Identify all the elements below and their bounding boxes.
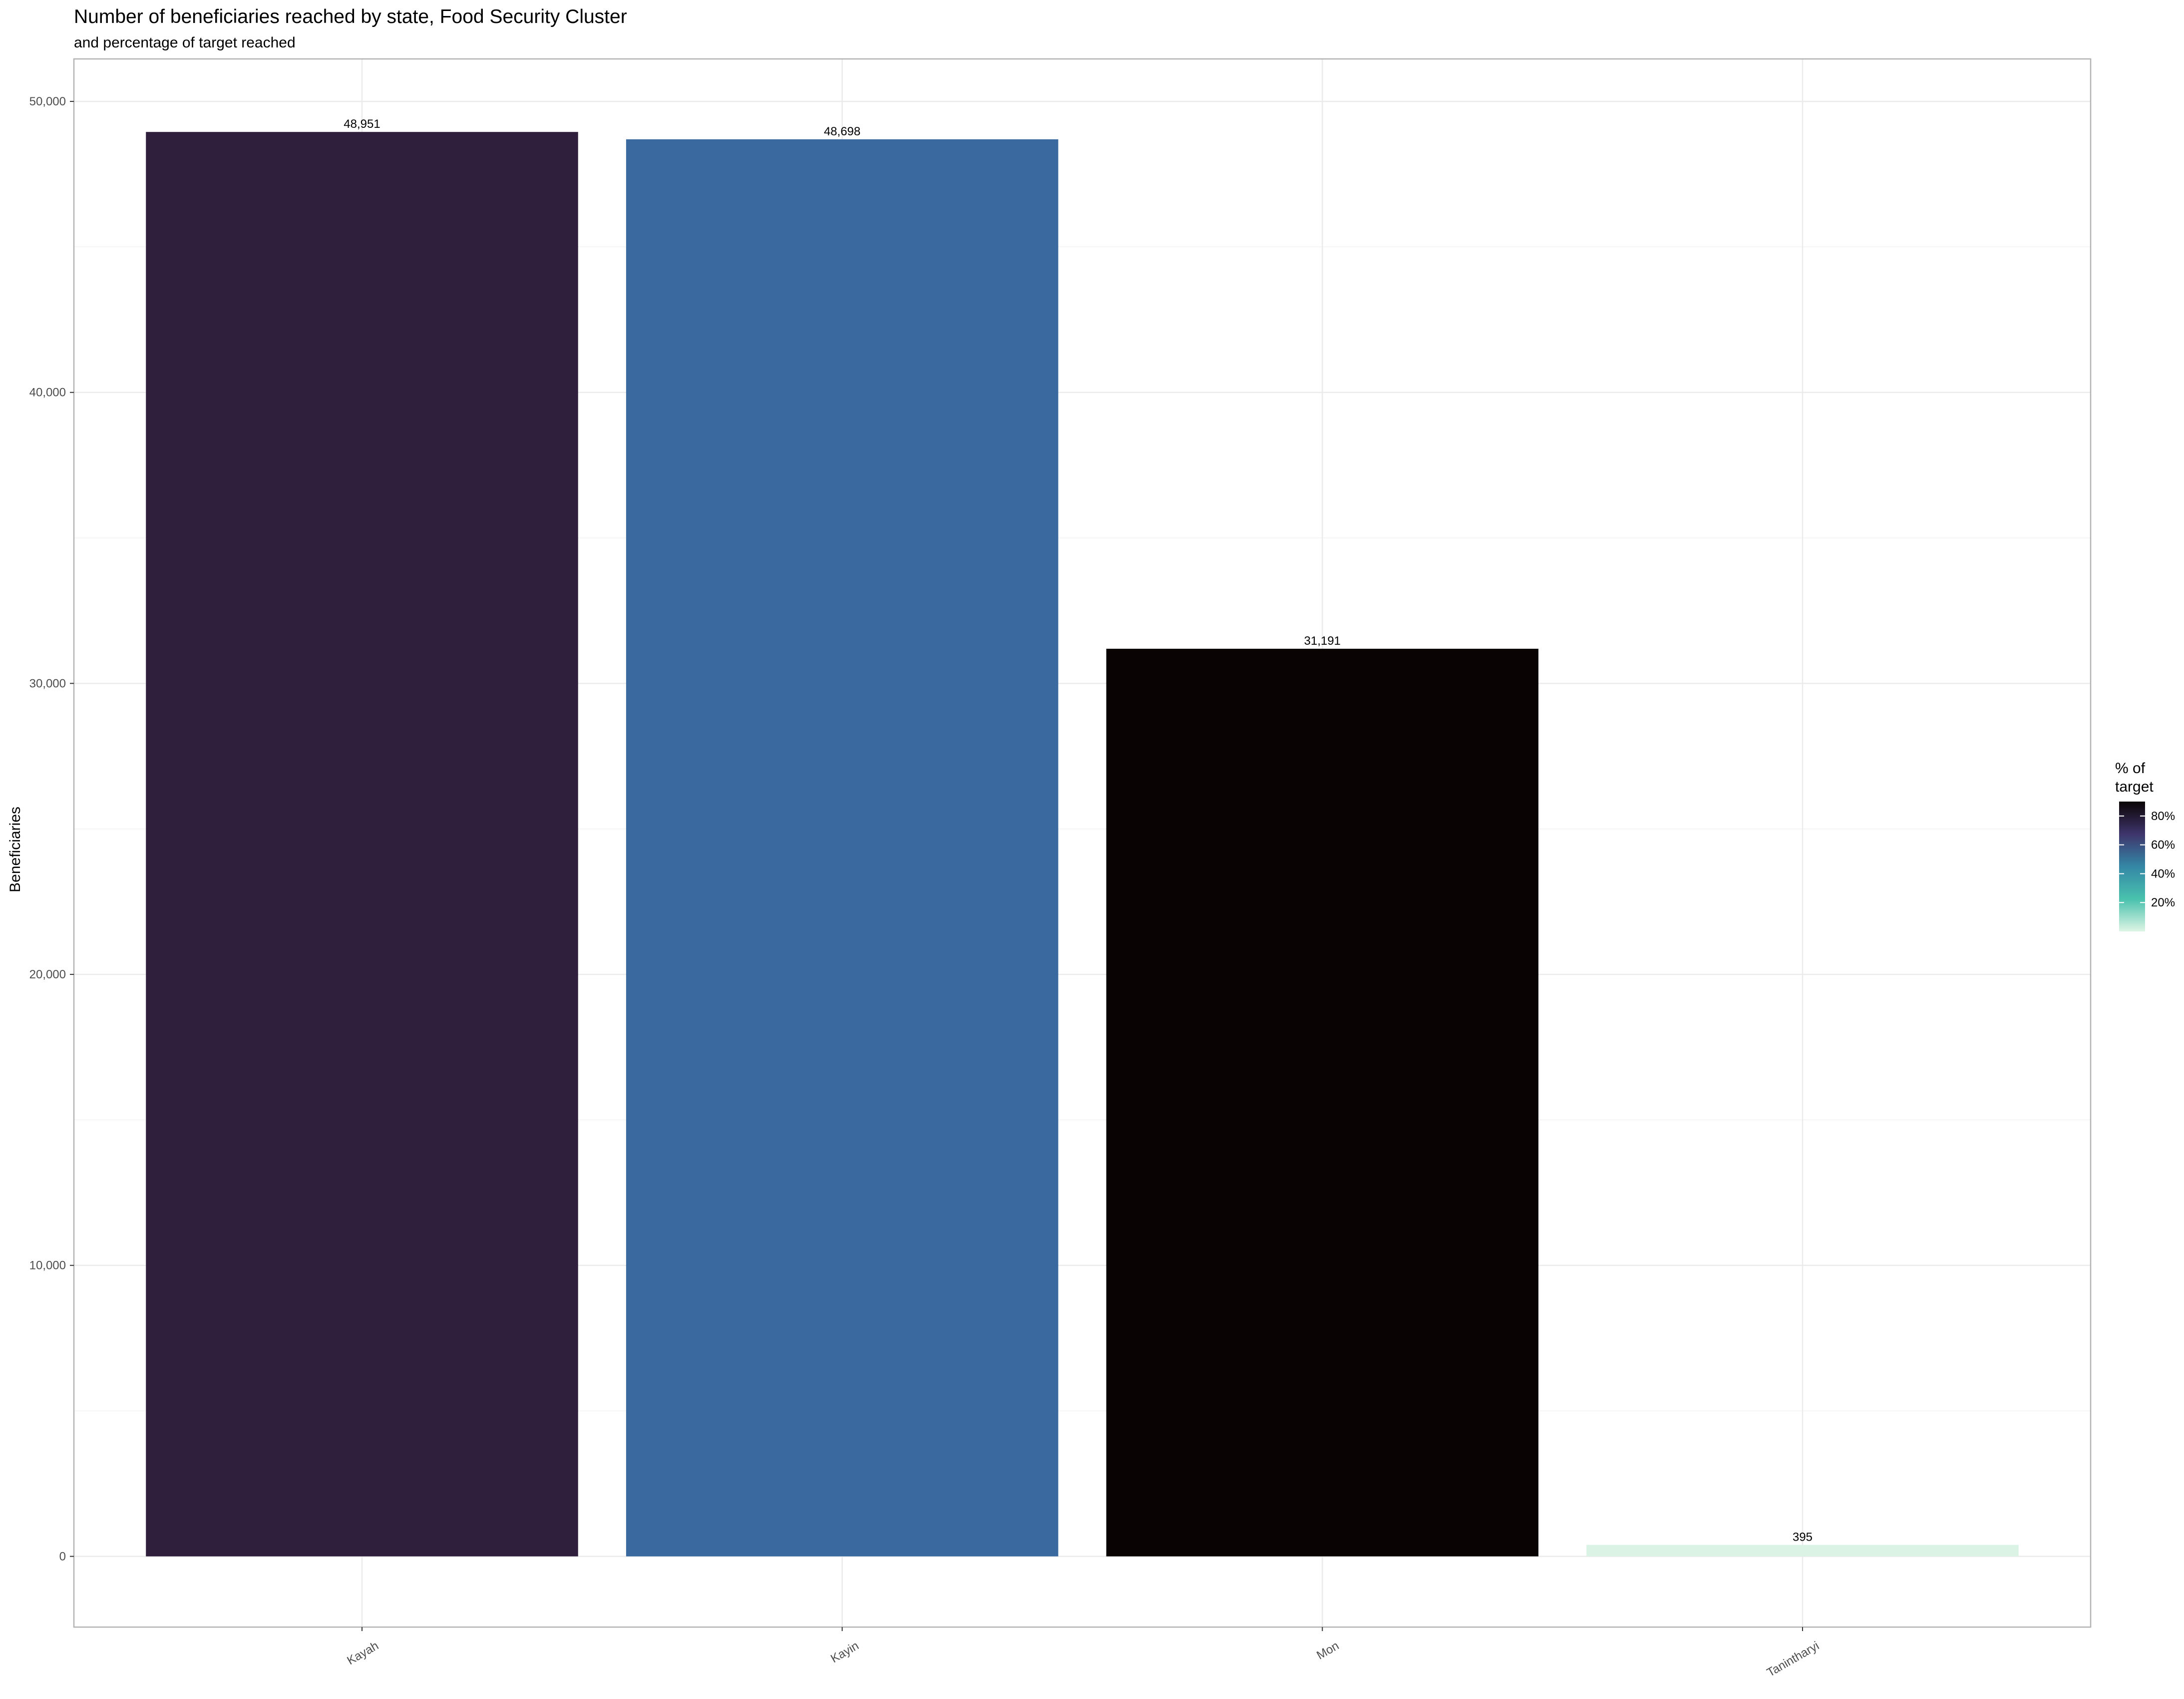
legend-title-line-1: % of	[2115, 760, 2146, 777]
legend-colorbar	[2119, 802, 2145, 931]
y-tick-label: 0	[59, 1550, 66, 1563]
y-tick-label: 50,000	[29, 95, 66, 108]
chart-title: Number of beneficiaries reached by state…	[74, 6, 627, 27]
bar-kayah	[146, 132, 578, 1556]
x-tick-label: Kayin	[828, 1639, 861, 1666]
data-label: 31,191	[1304, 634, 1341, 648]
x-tick-label: Mon	[1314, 1639, 1341, 1663]
data-label: 48,698	[824, 125, 860, 138]
y-tick-label: 30,000	[29, 677, 66, 690]
legend-tick-label: 80%	[2151, 810, 2175, 823]
legend-tick-label: 40%	[2151, 867, 2175, 880]
color-legend: % of target 20% 40% 60% 80%	[2115, 760, 2175, 931]
x-tick-label: Kayah	[345, 1639, 381, 1668]
y-tick-label: 20,000	[29, 968, 66, 981]
x-axis: Kayah Kayin Mon Tanintharyi	[345, 1627, 1821, 1680]
data-label: 48,951	[344, 117, 380, 131]
y-axis: 0 10,000 20,000 30,000 40,000 50,000	[29, 95, 74, 1563]
legend-title-line-2: target	[2115, 779, 2154, 795]
y-tick-label: 10,000	[29, 1259, 66, 1273]
y-tick-label: 40,000	[29, 386, 66, 400]
plot-panel: 48,951 48,698 31,191 395	[74, 59, 2091, 1627]
legend-tick-label: 20%	[2151, 896, 2175, 909]
bar-tanintharyi	[1586, 1545, 2019, 1556]
bar-mon	[1106, 649, 1539, 1556]
y-axis-label: Beneficiaries	[7, 807, 23, 892]
data-label: 395	[1793, 1530, 1813, 1544]
legend-tick-label: 60%	[2151, 839, 2175, 852]
bar-kayin	[626, 139, 1058, 1556]
chart-subtitle: and percentage of target reached	[74, 34, 296, 51]
x-tick-label: Tanintharyi	[1765, 1639, 1821, 1680]
